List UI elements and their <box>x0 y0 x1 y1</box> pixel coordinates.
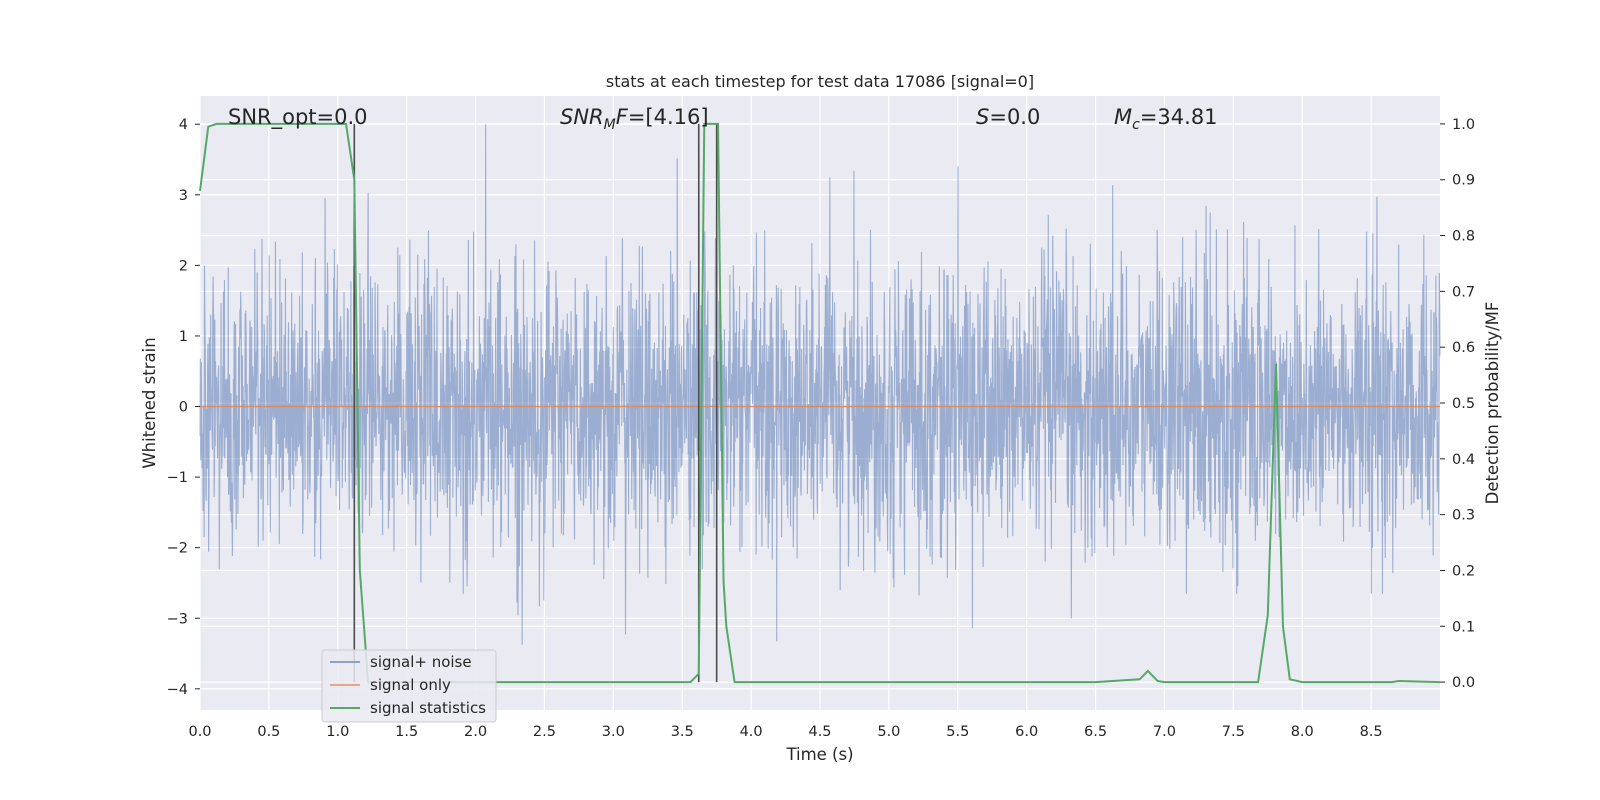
noise-trace <box>199 124 1441 645</box>
x-axis-title: Time (s) <box>785 745 853 764</box>
y-tick-label: 4 <box>179 117 188 133</box>
y2-tick-labels: 1.0 0.9 0.8 0.7 0.6 0.5 0.4 0.3 0.2 0.1 0.0 <box>1440 117 1475 691</box>
y2-tick-label: 0.4 <box>1452 452 1475 468</box>
y-tick-label: 3 <box>179 188 188 204</box>
x-tick-labels: 0.0 0.5 1.0 1.5 2.0 2.5 3.0 3.5 4.0 4.5 5.0 5.5 6.0 6… <box>188 724 1382 740</box>
y2-tick-label: 0.6 <box>1452 340 1475 356</box>
x-tick-label: 3.5 <box>671 724 694 740</box>
x-tick-label: 8.0 <box>1291 724 1314 740</box>
legend-entry-stats: signal statistics <box>370 699 486 717</box>
y-tick-label: −4 <box>167 682 188 698</box>
noise-series <box>199 124 1441 645</box>
x-tick-label: 7.0 <box>1153 724 1176 740</box>
chart-title: stats at each timestep for test data 170… <box>606 72 1034 91</box>
y-tick-label: −2 <box>167 541 188 557</box>
x-tick-label: 8.5 <box>1360 724 1383 740</box>
x-tick-label: 5.0 <box>877 724 900 740</box>
y2-tick-label: 0.8 <box>1452 229 1475 245</box>
y-tick-label: 0 <box>179 400 188 416</box>
x-tick-label: 6.5 <box>1084 724 1107 740</box>
x-tick-label: 0.5 <box>257 724 280 740</box>
legend-entry-noise: signal+ noise <box>370 653 472 671</box>
y-tick-label: 2 <box>179 258 188 274</box>
y-tick-label: −3 <box>167 611 188 627</box>
annotation-snr-opt: SNR_opt=0.0 <box>228 105 368 130</box>
legend-box <box>321 649 497 723</box>
annotation-s: S=0.0 <box>976 105 1040 129</box>
y2-tick-label: 0.3 <box>1452 508 1475 524</box>
legend: signal+ noise signal only signal statist… <box>321 649 497 723</box>
x-tick-label: 4.0 <box>740 724 763 740</box>
y2-tick-label: 0.0 <box>1452 675 1475 691</box>
y2-tick-label: 0.5 <box>1452 396 1475 412</box>
y2-tick-label: 0.1 <box>1452 619 1475 635</box>
x-tick-label: 1.0 <box>326 724 349 740</box>
x-tick-label: 1.5 <box>395 724 418 740</box>
annotation-snr-mf: SNRMF=[4.16] <box>560 105 709 133</box>
y2-axis-title: Detection probability/MF <box>1483 302 1502 505</box>
legend-entry-signal: signal only <box>370 676 451 694</box>
x-tick-label: 0.0 <box>188 724 211 740</box>
statistics-trace <box>199 122 1441 684</box>
y-tick-labels: 4 3 2 1 0 −1 −2 −3 −4 <box>167 117 200 698</box>
y2-tick-label: 0.9 <box>1452 173 1475 189</box>
annotation-mc: Mc=34.81 <box>1114 105 1218 133</box>
x-tick-label: 6.0 <box>1015 724 1038 740</box>
x-tick-label: 4.5 <box>808 724 831 740</box>
y2-tick-label: 0.2 <box>1452 563 1475 579</box>
y-axis-title: Whitened strain <box>140 337 159 468</box>
x-tick-label: 5.5 <box>946 724 969 740</box>
x-tick-label: 2.5 <box>533 724 556 740</box>
x-tick-label: 3.0 <box>602 724 625 740</box>
x-tick-label: 7.5 <box>1222 724 1245 740</box>
y-tick-label: 1 <box>179 329 188 345</box>
y2-tick-label: 1.0 <box>1452 117 1475 133</box>
x-tick-label: 2.0 <box>464 724 487 740</box>
statistics-series <box>199 122 1441 684</box>
y2-tick-label: 0.7 <box>1452 284 1475 300</box>
y-tick-label: −1 <box>167 470 188 486</box>
